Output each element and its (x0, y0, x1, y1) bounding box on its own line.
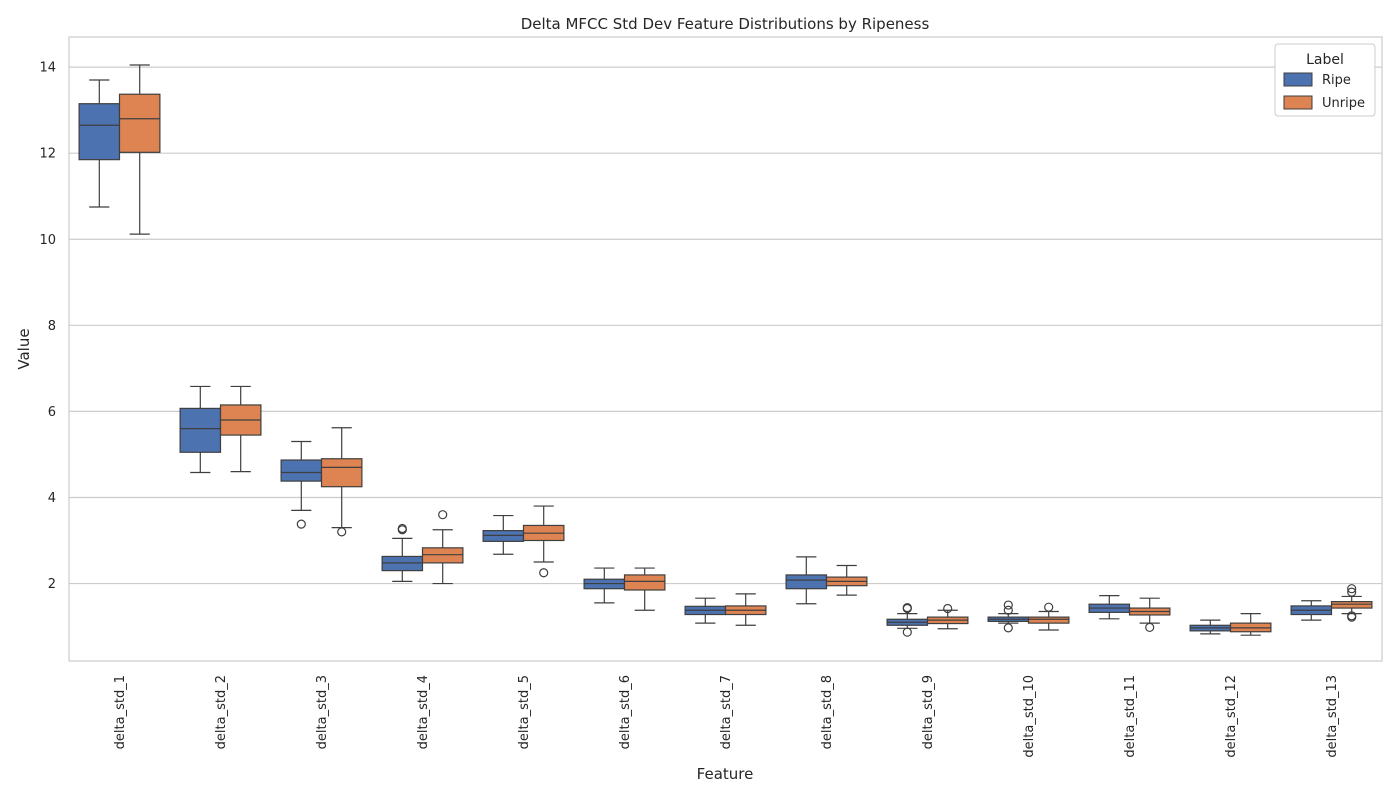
outlier-point (397, 523, 407, 534)
box-groups (78, 64, 1373, 637)
legend-swatch-unripe (1283, 95, 1313, 110)
x-tick-label: delta_std_4 (416, 675, 431, 749)
y-tick-label: 6 (48, 405, 56, 420)
outlier-point (1003, 605, 1013, 615)
box-iqr (421, 547, 464, 564)
box-ripe-delta_std_9 (886, 603, 929, 637)
box-iqr (623, 574, 666, 591)
box-iqr (482, 530, 525, 542)
legend-title: Label (1306, 52, 1344, 68)
outlier-point (438, 510, 448, 520)
box-unripe-delta_std_6 (623, 567, 666, 611)
legend: Label Ripe Unripe (1274, 43, 1376, 117)
y-tick-labels: 2 4 6 8 10 12 14 (39, 61, 56, 592)
outlier-point (337, 527, 347, 537)
box-unripe-delta_std_7 (724, 593, 767, 626)
box-unripe-delta_std_10 (1027, 602, 1070, 631)
box-unripe-delta_std_11 (1128, 597, 1171, 633)
x-tick-label: delta_std_13 (1325, 675, 1340, 758)
outlier-point (1044, 602, 1054, 612)
box-iqr (1027, 616, 1070, 624)
outlier-point (902, 627, 912, 637)
outlier-point (902, 603, 912, 613)
x-tick-label: delta_std_8 (820, 675, 835, 749)
x-tick-label: delta_std_9 (921, 675, 936, 749)
outlier-point (1003, 623, 1013, 633)
box-ripe-delta_std_3 (280, 440, 323, 529)
box-iqr (118, 93, 161, 153)
x-tick-label: delta_std_6 (618, 675, 633, 749)
box-iqr (1330, 601, 1373, 609)
box-ripe-delta_std_8 (785, 556, 828, 605)
outlier-point (943, 603, 953, 614)
box-iqr (381, 555, 424, 572)
box-iqr (179, 407, 222, 453)
outlier-point (1347, 612, 1357, 622)
x-tick-label: delta_std_7 (719, 675, 734, 749)
x-tick-label: delta_std_2 (214, 675, 229, 749)
y-tick-label: 8 (48, 319, 56, 334)
plot-area (68, 36, 1383, 662)
outlier-point (1003, 600, 1013, 610)
legend-label-unripe: Unripe (1322, 96, 1365, 111)
box-iqr (785, 574, 828, 590)
box-unripe-delta_std_13 (1330, 584, 1373, 622)
x-tick-label: delta_std_11 (1123, 675, 1138, 758)
box-unripe-delta_std_12 (1229, 613, 1272, 636)
box-unripe-delta_std_8 (825, 564, 868, 596)
y-tick-label: 4 (48, 491, 56, 506)
box-iqr (78, 103, 121, 161)
y-tick-label: 12 (39, 147, 56, 162)
x-tick-labels: delta_std_1 delta_std_2 delta_std_3 delta_s… (113, 675, 1340, 758)
x-tick-label: delta_std_5 (517, 675, 532, 749)
box-unripe-delta_std_2 (219, 385, 262, 473)
box-unripe-delta_std_4 (421, 510, 464, 585)
y-tick-label: 10 (39, 233, 56, 248)
box-ripe-delta_std_10 (987, 600, 1030, 633)
box-ripe-delta_std_13 (1290, 600, 1333, 621)
box-ripe-delta_std_2 (179, 385, 222, 474)
box-iqr (280, 459, 323, 482)
box-ripe-delta_std_4 (381, 523, 424, 582)
box-unripe-delta_std_5 (522, 505, 565, 578)
x-tick-label: delta_std_10 (1022, 675, 1037, 758)
y-gridlines (69, 66, 1382, 585)
x-tick-label: delta_std_1 (113, 675, 128, 749)
outlier-point (539, 568, 549, 578)
outlier-point (296, 519, 306, 529)
x-tick-label: delta_std_12 (1224, 675, 1239, 758)
y-tick-label: 14 (39, 61, 56, 76)
x-tick-label: delta_std_3 (315, 675, 330, 749)
box-ripe-delta_std_11 (1088, 594, 1131, 620)
y-tick-label: 2 (48, 577, 56, 592)
box-iqr (320, 458, 363, 488)
box-unripe-delta_std_3 (320, 427, 363, 537)
chart-title: Delta MFCC Std Dev Feature Distributions… (521, 15, 930, 33)
legend-label-ripe: Ripe (1322, 73, 1351, 88)
box-unripe-delta_std_9 (926, 603, 969, 630)
outlier-point (1145, 622, 1155, 633)
x-axis-title: Feature (697, 765, 754, 783)
legend-swatch-ripe (1283, 72, 1313, 87)
y-axis-title: Value (15, 328, 33, 369)
box-unripe-delta_std_1 (118, 64, 161, 235)
outlier-point (1347, 587, 1357, 597)
outlier-point (1347, 584, 1357, 594)
box-ripe-delta_std_1 (78, 79, 121, 208)
